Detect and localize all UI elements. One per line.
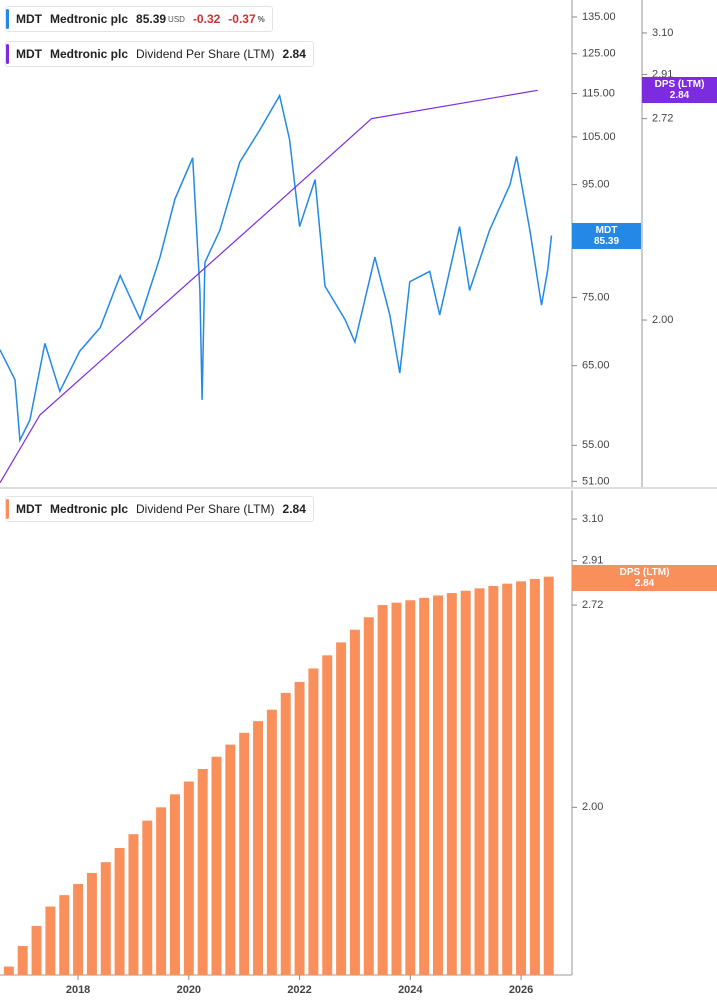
- bar: [45, 906, 56, 975]
- bar: [31, 925, 42, 975]
- y-tick-label: 115.00: [582, 87, 615, 99]
- y-tick-label: 3.10: [652, 27, 673, 39]
- y-tick-label: 125.00: [582, 48, 616, 60]
- bar: [391, 602, 402, 975]
- bar: [377, 605, 388, 975]
- legend-company: Medtronic plc: [50, 502, 129, 516]
- y-tick-label: 51.00: [582, 475, 610, 487]
- bar: [474, 588, 485, 975]
- last-value-badge: DPS (LTM) 2.84: [642, 77, 717, 104]
- y-tick-label: 95.00: [582, 179, 610, 191]
- bar: [433, 595, 443, 975]
- bar: [446, 593, 457, 975]
- bar: [86, 872, 97, 975]
- legend-swatch: [6, 9, 9, 29]
- bar: [322, 655, 333, 975]
- legend-company: Medtronic plc: [50, 47, 129, 61]
- y-tick-label: 2.72: [652, 113, 673, 125]
- data-line: [0, 93, 553, 443]
- bar: [363, 617, 374, 975]
- bar: [419, 597, 430, 975]
- badge-text: 2.84: [634, 577, 655, 589]
- legend-currency: USD: [168, 14, 185, 24]
- legend-symbol: MDT: [16, 12, 42, 26]
- bar: [128, 834, 139, 975]
- x-tick-label: 2018: [66, 984, 90, 996]
- bar: [529, 578, 540, 975]
- bar: [197, 769, 208, 975]
- legend-change-pct: -0.37: [228, 12, 256, 26]
- bar: [225, 744, 236, 975]
- y-tick-label: 55.00: [582, 439, 610, 451]
- bar: [253, 721, 264, 975]
- y-tick-label: 65.00: [582, 360, 610, 372]
- bar: [73, 883, 84, 975]
- bar: [169, 794, 180, 975]
- bar: [59, 895, 70, 975]
- dps-legend: MDT Medtronic plc Dividend Per Share (LT…: [5, 41, 314, 67]
- legend-value: 2.84: [282, 502, 306, 516]
- legend-swatch: [6, 499, 9, 519]
- legend-metric: Dividend Per Share (LTM): [136, 502, 275, 516]
- legend-price: 85.39: [136, 12, 167, 26]
- y-tick-label: 105.00: [582, 131, 616, 143]
- legend-value: 2.84: [282, 47, 306, 61]
- x-tick-label: 2022: [287, 984, 311, 996]
- x-tick-label: 2026: [509, 984, 533, 996]
- bar: [114, 848, 125, 975]
- bar: [239, 732, 250, 975]
- bar: [308, 668, 319, 975]
- bar: [488, 586, 499, 975]
- last-value-badge: DPS (LTM) 2.84: [572, 564, 717, 591]
- last-value-badge: MDT 85.39: [572, 222, 641, 249]
- badge-text: DPS (LTM): [654, 79, 705, 91]
- x-tick-label: 2024: [398, 984, 423, 996]
- price-legend: MDT Medtronic plc 85.39 USD -0.32 -0.37 …: [5, 6, 273, 32]
- badge-text: DPS (LTM): [619, 566, 670, 578]
- legend-metric: Dividend Per Share (LTM): [136, 47, 275, 61]
- badge-text: MDT: [595, 224, 618, 236]
- bar: [336, 642, 347, 975]
- legend-pct-unit: %: [257, 14, 265, 24]
- y-tick-label: 2.00: [652, 314, 673, 326]
- bar: [280, 692, 291, 975]
- legend-company: Medtronic plc: [50, 12, 129, 26]
- y-tick-label: 2.91: [582, 555, 603, 567]
- bar: [211, 756, 222, 975]
- bar: [156, 807, 167, 975]
- legend-symbol: MDT: [16, 502, 42, 516]
- y-tick-label: 135.00: [582, 11, 616, 23]
- bar: [460, 590, 471, 975]
- data-line: [0, 89, 538, 484]
- bar: [142, 820, 153, 975]
- badge-text: 2.84: [669, 90, 690, 102]
- bar: [3, 966, 14, 975]
- legend-change: -0.32: [192, 12, 221, 26]
- y-tick-label: 75.00: [582, 291, 610, 303]
- bar: [266, 709, 277, 975]
- bar: [516, 581, 527, 975]
- y-tick-label: 2.00: [582, 801, 603, 813]
- y-tick-label: 2.72: [582, 599, 603, 611]
- bar: [17, 945, 28, 975]
- y-tick-label: 3.10: [582, 513, 603, 525]
- bar: [543, 576, 554, 975]
- bar: [502, 583, 513, 975]
- bar-legend: MDT Medtronic plc Dividend Per Share (LT…: [5, 496, 314, 522]
- badge-text: 85.39: [593, 235, 620, 247]
- bar: [294, 681, 305, 975]
- bar: [405, 600, 416, 975]
- bar: [349, 629, 360, 975]
- legend-symbol: MDT: [16, 47, 42, 61]
- x-tick-label: 2020: [177, 984, 201, 996]
- bar: [183, 781, 194, 975]
- y-tick-label: 2.91: [652, 68, 673, 80]
- legend-swatch: [6, 44, 9, 64]
- bar: [100, 862, 111, 975]
